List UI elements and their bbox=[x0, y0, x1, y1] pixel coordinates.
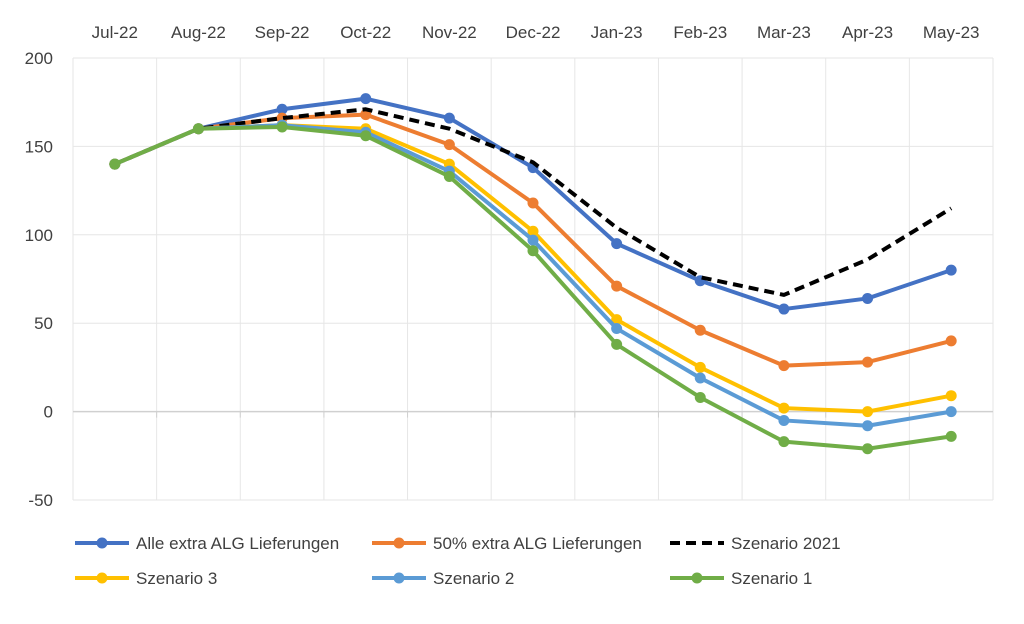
data-point bbox=[443, 170, 455, 182]
legend-label: Alle extra ALG Lieferungen bbox=[136, 534, 339, 553]
legend: Alle extra ALG Lieferungen 50% extra ALG … bbox=[75, 534, 841, 588]
data-point bbox=[945, 264, 957, 276]
series-szenario-2021 bbox=[114, 107, 953, 297]
legend-swatch-marker bbox=[96, 572, 108, 584]
data-point bbox=[778, 303, 790, 315]
data-point bbox=[192, 123, 204, 135]
x-tick-label: Dec-22 bbox=[506, 23, 561, 42]
data-point bbox=[276, 103, 288, 115]
data-point bbox=[694, 372, 706, 384]
data-point bbox=[945, 430, 957, 442]
data-point bbox=[778, 436, 790, 448]
data-point bbox=[945, 406, 957, 418]
data-point bbox=[862, 356, 874, 368]
series-line bbox=[114, 107, 953, 297]
data-point bbox=[611, 280, 623, 292]
y-tick-label: 150 bbox=[25, 137, 53, 156]
series bbox=[109, 93, 957, 455]
x-tick-label: Feb-23 bbox=[673, 23, 727, 42]
data-point bbox=[862, 420, 874, 432]
data-point bbox=[694, 324, 706, 336]
legend-label: Szenario 2 bbox=[433, 569, 514, 588]
grid bbox=[72, 57, 994, 501]
data-point bbox=[109, 158, 121, 170]
x-tick-label: Aug-22 bbox=[171, 23, 226, 42]
data-point bbox=[778, 360, 790, 372]
legend-label: Szenario 2021 bbox=[731, 534, 841, 553]
data-point bbox=[778, 414, 790, 426]
y-tick-label: 200 bbox=[25, 49, 53, 68]
x-tick-label: Oct-22 bbox=[340, 23, 391, 42]
data-point bbox=[862, 443, 874, 455]
x-tick-label: Mar-23 bbox=[757, 23, 811, 42]
data-point bbox=[611, 323, 623, 335]
legend-swatch-marker bbox=[691, 572, 703, 584]
data-point bbox=[527, 225, 539, 237]
x-tick-label: Sep-22 bbox=[255, 23, 310, 42]
data-point bbox=[945, 335, 957, 347]
legend-label: 50% extra ALG Lieferungen bbox=[433, 534, 642, 553]
y-tick-label: 100 bbox=[25, 226, 53, 245]
legend-swatch-marker bbox=[393, 572, 405, 584]
legend-item: 50% extra ALG Lieferungen bbox=[372, 534, 642, 553]
axes: -50 0 50 100 150 200 Jul-22 Aug-22 Sep-22 Oct-22 N… bbox=[25, 23, 993, 510]
data-point bbox=[945, 390, 957, 402]
x-tick-label: Nov-22 bbox=[422, 23, 477, 42]
y-tick-label: 50 bbox=[34, 314, 53, 333]
legend-item: Alle extra ALG Lieferungen bbox=[75, 534, 339, 553]
data-point bbox=[694, 391, 706, 403]
x-tick-label: Jan-23 bbox=[591, 23, 643, 42]
data-point bbox=[360, 130, 372, 142]
data-point bbox=[360, 93, 372, 105]
data-point bbox=[443, 139, 455, 151]
data-point bbox=[527, 245, 539, 257]
legend-item: Szenario 2 bbox=[372, 569, 514, 588]
legend-label: Szenario 3 bbox=[136, 569, 217, 588]
data-point bbox=[778, 402, 790, 414]
data-point bbox=[611, 338, 623, 350]
data-point bbox=[527, 234, 539, 246]
data-point bbox=[862, 292, 874, 304]
y-tick-label: 0 bbox=[44, 403, 53, 422]
data-point bbox=[276, 121, 288, 133]
data-point bbox=[862, 406, 874, 418]
data-point bbox=[611, 238, 623, 250]
data-point bbox=[694, 361, 706, 373]
legend-item: Szenario 2021 bbox=[670, 534, 841, 553]
data-point bbox=[527, 197, 539, 209]
x-tick-label: Jul-22 bbox=[92, 23, 138, 42]
legend-item: Szenario 1 bbox=[670, 569, 812, 588]
x-tick-label: Apr-23 bbox=[842, 23, 893, 42]
legend-swatch-marker bbox=[96, 537, 108, 549]
data-point bbox=[611, 314, 623, 326]
series-szenario-1 bbox=[109, 121, 957, 455]
legend-item: Szenario 3 bbox=[75, 569, 217, 588]
y-tick-label: -50 bbox=[28, 491, 53, 510]
x-tick-label: May-23 bbox=[923, 23, 980, 42]
legend-label: Szenario 1 bbox=[731, 569, 812, 588]
legend-swatch-marker bbox=[393, 537, 405, 549]
data-point bbox=[443, 112, 455, 124]
